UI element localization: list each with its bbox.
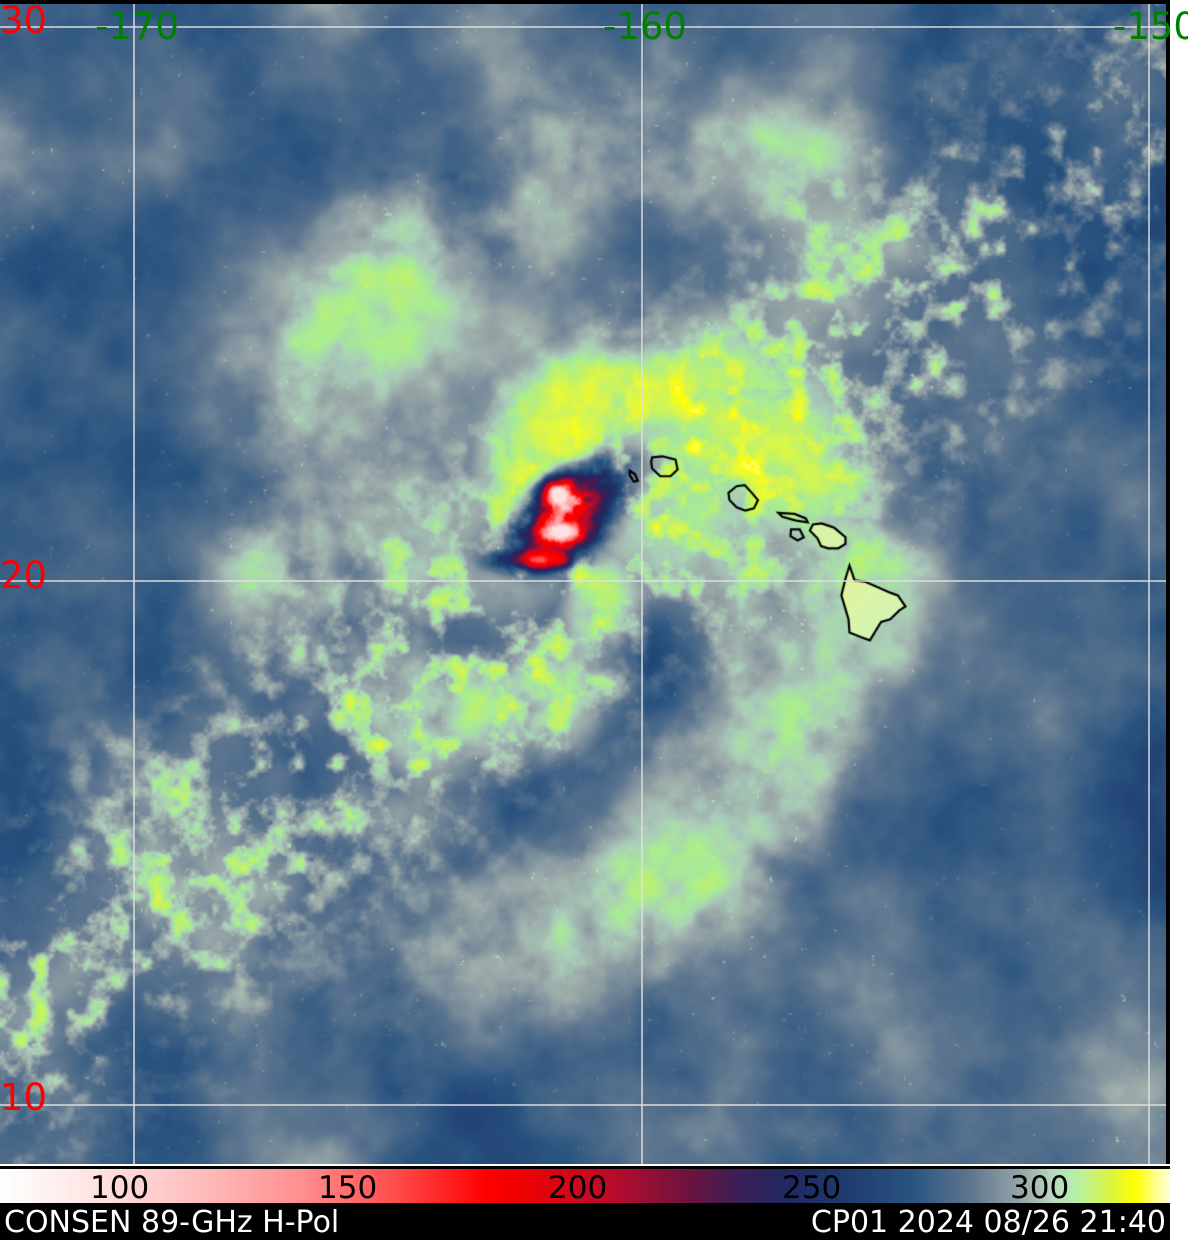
- colorbar-tick-250: 250: [782, 1170, 842, 1206]
- lat-tick-label-20: 20: [0, 554, 48, 597]
- lon-tick-label-160: -160: [603, 5, 687, 48]
- lat-tick-label-30: 30: [0, 0, 48, 42]
- gridline-lon-160: [641, 4, 643, 1164]
- gridline-lat-30: [0, 26, 1166, 28]
- gridline-lat-10: [0, 1104, 1166, 1106]
- colorbar-tick-300: 300: [1010, 1170, 1070, 1206]
- lon-tick-label-150: -150: [1113, 5, 1188, 48]
- lon-tick-label-170: -170: [95, 5, 179, 48]
- storm-timestamp-label: CP01 2024 08/26 21:40: [810, 1205, 1166, 1240]
- colorbar-tick-200: 200: [548, 1170, 608, 1206]
- gridline-lat-20: [0, 580, 1166, 582]
- colorbar-gradient: [0, 1169, 1170, 1203]
- footer-bar: CONSEN 89-GHz H-Pol CP01 2024 08/26 21:4…: [0, 1206, 1170, 1240]
- gridline-lon-150: [1148, 4, 1150, 1164]
- product-label: CONSEN 89-GHz H-Pol: [4, 1205, 340, 1240]
- gridline-lon-170: [133, 4, 135, 1164]
- colorbar: 100 150 200 250 300: [0, 1166, 1170, 1206]
- colorbar-tick-100: 100: [90, 1170, 150, 1206]
- brightness-temperature-heatmap: [0, 4, 1166, 1164]
- map-plot-area[interactable]: [0, 0, 1170, 1164]
- lat-tick-label-10: 10: [0, 1076, 48, 1119]
- colorbar-tick-150: 150: [318, 1170, 378, 1206]
